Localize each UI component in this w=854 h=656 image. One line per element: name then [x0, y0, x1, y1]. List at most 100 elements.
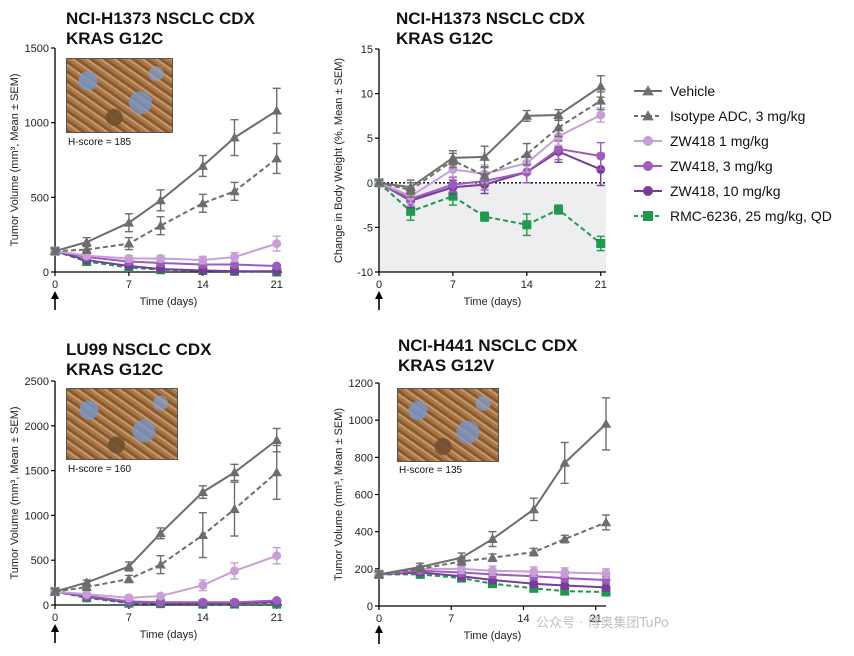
- data-point: [81, 236, 92, 247]
- legend-marker: [642, 84, 654, 95]
- data-point: [229, 132, 240, 142]
- histology-image-3: [66, 388, 178, 460]
- panel-3-title-block: LU99 NSCLC CDX KRAS G12C: [66, 340, 211, 380]
- y-tick-label: 15: [361, 44, 373, 56]
- data-point: [155, 559, 166, 569]
- data-point: [271, 467, 282, 477]
- data-point: [596, 238, 606, 248]
- legend-item-isotype: Isotype ADC, 3 mg/kg: [634, 103, 832, 128]
- series-isotype-adc-3-mg-kg: [49, 444, 282, 596]
- data-point: [124, 254, 134, 264]
- data-point: [456, 552, 467, 562]
- data-point: [559, 533, 570, 543]
- panel-3-title: LU99 NSCLC CDX: [66, 340, 212, 359]
- data-point: [415, 561, 426, 571]
- data-point: [596, 151, 606, 161]
- data-point: [155, 220, 166, 230]
- legend-label: Isotype ADC, 3 mg/kg: [670, 107, 806, 124]
- data-point: [197, 198, 208, 208]
- data-point: [522, 220, 532, 230]
- y-tick-label: 400: [355, 527, 373, 539]
- legend-label: ZW418 1 mg/kg: [670, 132, 769, 149]
- chart-panel-1: 0 500 1000 1500 0 7 14 21 Time (days) Tumor Volum…: [9, 43, 283, 310]
- x-tick-label: 0: [52, 612, 58, 624]
- data-point: [405, 182, 416, 192]
- series-zw418-1-mg-kg: [50, 235, 282, 265]
- series-line: [378, 423, 607, 576]
- data-point: [529, 583, 539, 593]
- data-point: [560, 581, 570, 591]
- data-point: [560, 568, 570, 578]
- watermark: 公众号 · 博奥集团TuPo: [536, 616, 669, 631]
- y-tick-label: -10: [357, 267, 373, 279]
- series-vehicle: [373, 75, 606, 196]
- series-line: [54, 439, 278, 593]
- data-point: [487, 533, 498, 543]
- data-point: [198, 597, 208, 607]
- data-point: [198, 255, 208, 265]
- chart-panel-3: 0 500 1000 1500 2000 2500 0 7 14 21 Time (days) Tum…: [9, 376, 283, 643]
- dosing-arrow-icon: [375, 291, 383, 299]
- data-point: [600, 517, 612, 527]
- data-point: [528, 546, 539, 556]
- legend-marker-circle-icon: [634, 160, 662, 171]
- y-tick-label: 1500: [25, 43, 49, 55]
- y-axis-title: Change in Body Weight (%, Mean ± SEM): [333, 58, 345, 263]
- legend-marker: [642, 109, 654, 120]
- data-point: [229, 266, 239, 276]
- legend-marker-circle-icon: [634, 185, 662, 196]
- legend-marker: [643, 160, 653, 171]
- data-point: [49, 245, 61, 255]
- panel-2-title-block: NCI-H1373 NSCLC CDX KRAS G12C: [396, 9, 585, 49]
- y-tick-label: 500: [31, 555, 49, 567]
- dosing-arrow-icon: [375, 625, 383, 633]
- hscore-3: H-score = 160: [68, 464, 132, 475]
- data-point: [229, 186, 240, 196]
- x-tick-label: 14: [197, 279, 209, 291]
- x-tick-label: 0: [376, 613, 382, 625]
- data-point: [373, 177, 385, 187]
- panel-1-title: NCI-H1373 NSCLC CDX: [66, 9, 255, 28]
- data-point: [271, 434, 282, 445]
- dosing-arrow-icon: [51, 291, 59, 299]
- y-tick-label: 500: [31, 192, 49, 204]
- histology-image-1: [66, 58, 173, 133]
- x-axis-title: Time (days): [464, 630, 522, 642]
- series-vehicle: [49, 87, 282, 255]
- data-point: [155, 195, 166, 205]
- data-point: [601, 568, 611, 578]
- legend-marker-triangle-icon: [634, 84, 662, 95]
- y-tick-label: 0: [367, 601, 373, 613]
- x-tick-label: 7: [126, 279, 132, 291]
- data-point: [229, 252, 239, 262]
- x-tick-label: 7: [448, 613, 454, 625]
- data-point: [521, 110, 532, 120]
- legend-marker-triangle-icon: [634, 109, 662, 120]
- data-point: [198, 580, 208, 590]
- data-point: [559, 457, 570, 467]
- data-point: [229, 566, 239, 576]
- legend-label: Vehicle: [670, 82, 716, 99]
- hscore-1: H-score = 185: [68, 137, 132, 148]
- x-tick-label: 7: [126, 612, 132, 624]
- legend-item-rmc6236: RMC-6236, 25 mg/kg, QD: [634, 203, 832, 228]
- x-axis-title: Time (days): [140, 296, 198, 308]
- panel-1-subtitle: KRAS G12C: [66, 29, 164, 48]
- data-point: [124, 593, 134, 603]
- data-point: [479, 151, 490, 161]
- panel-4-title: NCI-H441 NSCLC CDX: [398, 336, 578, 355]
- y-tick-label: 200: [355, 564, 373, 576]
- y-tick-label: 1000: [25, 118, 49, 130]
- data-point: [488, 566, 497, 576]
- x-tick-label: 7: [450, 279, 456, 291]
- chart-panel-4: 0 200 400 600 800 1000 1200 0 7 14 21 Time (days) Tu…: [333, 378, 612, 644]
- y-tick-label: 0: [367, 178, 373, 190]
- data-point: [553, 144, 563, 154]
- data-point: [197, 529, 208, 539]
- y-tick-label: -5: [363, 222, 373, 234]
- x-tick-label: 21: [595, 279, 607, 291]
- series-vehicle: [49, 427, 282, 596]
- y-tick-label: 2500: [25, 376, 49, 388]
- data-point: [82, 589, 92, 599]
- legend-marker-square-icon: [634, 210, 662, 221]
